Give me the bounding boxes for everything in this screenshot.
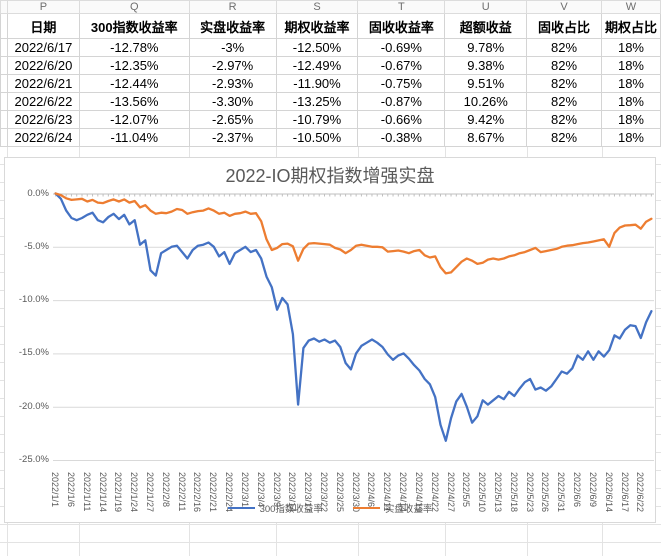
legend-line-marker (227, 506, 255, 510)
table-row: 2022/6/22 -13.56% -3.30% -13.25% -0.87% 10.26… (0, 92, 661, 111)
row-stub-cell (0, 110, 8, 129)
column-letter-R[interactable]: R (188, 0, 277, 14)
chart-plot-area (53, 192, 654, 461)
table-header-cell: 超额收益 (444, 13, 528, 39)
value-cell[interactable]: -11.90% (275, 74, 359, 93)
value-cell[interactable]: 18% (600, 56, 661, 75)
value-cell[interactable]: -10.50% (275, 128, 359, 147)
table-header-cell: 固收收益率 (357, 13, 446, 39)
column-letter-V[interactable]: V (526, 0, 602, 14)
value-cell[interactable]: 82% (526, 128, 602, 147)
value-cell[interactable]: 82% (526, 38, 602, 57)
series-line-实盘收益率[interactable] (54, 192, 653, 275)
value-cell[interactable]: -0.38% (357, 128, 446, 147)
value-cell[interactable]: -0.87% (357, 92, 446, 111)
value-cell[interactable]: 10.26% (444, 92, 528, 111)
value-cell[interactable]: 82% (526, 92, 602, 111)
y-axis-label: -5.0% (24, 240, 49, 252)
value-cell[interactable]: -13.56% (78, 92, 190, 111)
value-cell[interactable]: -12.50% (275, 38, 359, 57)
value-cell[interactable]: -12.07% (78, 110, 190, 129)
value-cell[interactable]: 82% (526, 110, 602, 129)
date-cell[interactable]: 2022/6/20 (6, 56, 80, 75)
date-cell[interactable]: 2022/6/21 (6, 74, 80, 93)
column-letter-Q[interactable]: Q (78, 0, 190, 14)
table-header-cell: 固收占比 (526, 13, 602, 39)
y-axis-label: -15.0% (18, 347, 49, 359)
value-cell[interactable]: -12.35% (78, 56, 190, 75)
row-stub-cell (0, 74, 8, 93)
table-header-cell: 期权收益率 (275, 13, 359, 39)
column-letter-S[interactable]: S (275, 0, 359, 14)
row-stub-cell (0, 38, 8, 57)
column-letter-T[interactable]: T (357, 0, 446, 14)
table-row: 2022/6/24 -11.04% -2.37% -10.50% -0.38% 8.67%… (0, 128, 661, 147)
value-cell[interactable]: -13.25% (275, 92, 359, 111)
value-cell[interactable]: -2.93% (188, 74, 277, 93)
y-axis-label: -10.0% (18, 294, 49, 306)
y-axis-label: 0.0% (27, 187, 49, 199)
column-letter-P[interactable]: P (6, 0, 80, 14)
table-row: 2022/6/17 -12.78% -3% -12.50% -0.69% 9.78% 82%… (0, 38, 661, 57)
legend-line-marker (352, 506, 380, 510)
value-cell[interactable]: -11.04% (78, 128, 190, 147)
value-cell[interactable]: -2.97% (188, 56, 277, 75)
value-cell[interactable]: 9.42% (444, 110, 528, 129)
value-cell[interactable]: 9.38% (444, 56, 528, 75)
value-cell[interactable]: -10.79% (275, 110, 359, 129)
value-cell[interactable]: 18% (600, 128, 661, 147)
y-axis-label: -25.0% (18, 454, 49, 465)
value-cell[interactable]: 18% (600, 92, 661, 111)
row-stub-cell (0, 56, 8, 75)
date-cell[interactable]: 2022/6/24 (6, 128, 80, 147)
table-header-cell: 日期 (6, 13, 80, 39)
table-row: 2022/6/21 -12.44% -2.93% -11.90% -0.75% 9.51%… (0, 74, 661, 93)
row-stub-cell (0, 92, 8, 111)
table-header-cell: 实盘收益率 (188, 13, 277, 39)
value-cell[interactable]: 9.78% (444, 38, 528, 57)
value-cell[interactable]: -12.49% (275, 56, 359, 75)
value-cell[interactable]: 82% (526, 74, 602, 93)
value-cell[interactable]: -3% (188, 38, 277, 57)
value-cell[interactable]: 18% (600, 74, 661, 93)
chart-legend: 300指数收益率 实盘收益率 (5, 501, 655, 515)
value-cell[interactable]: 18% (600, 110, 661, 129)
table-row: 2022/6/20 -12.35% -2.97% -12.49% -0.67% 9.38%… (0, 56, 661, 75)
value-cell[interactable]: -12.44% (78, 74, 190, 93)
value-cell[interactable]: -2.37% (188, 128, 277, 147)
legend-item-实盘收益率[interactable]: 实盘收益率 (352, 501, 433, 515)
table-header-row: 日期 300指数收益率 实盘收益率 期权收益率 固收收益率 超额收益 固收占比 期权占比 (0, 13, 661, 39)
value-cell[interactable]: -2.65% (188, 110, 277, 129)
y-axis-label: -20.0% (18, 400, 49, 412)
column-letter-W[interactable]: W (600, 0, 661, 14)
row-stub-cell (0, 13, 8, 39)
chart-title: 2022-IO期权指数增强实盘 (225, 166, 435, 186)
value-cell[interactable]: -12.78% (78, 38, 190, 57)
legend-label: 300指数收益率 (259, 504, 323, 515)
legend-item-300指数收益率[interactable]: 300指数收益率 (227, 501, 323, 515)
value-cell[interactable]: 82% (526, 56, 602, 75)
column-letter-U[interactable]: U (444, 0, 528, 14)
value-cell[interactable]: -3.30% (188, 92, 277, 111)
value-cell[interactable]: -0.75% (357, 74, 446, 93)
series-line-300指数收益率[interactable] (54, 192, 653, 442)
value-cell[interactable]: -0.67% (357, 56, 446, 75)
value-cell[interactable]: 8.67% (444, 128, 528, 147)
value-cell[interactable]: 9.51% (444, 74, 528, 93)
chart-object[interactable]: 2022-IO期权指数增强实盘 300指数收益率 实盘收益率 0.0% -5.0% -… (4, 157, 656, 523)
date-cell[interactable]: 2022/6/22 (6, 92, 80, 111)
date-cell[interactable]: 2022/6/17 (6, 38, 80, 57)
legend-label: 实盘收益率 (384, 504, 433, 515)
value-cell[interactable]: 18% (600, 38, 661, 57)
table-header-cell: 300指数收益率 (78, 13, 190, 39)
date-cell[interactable]: 2022/6/23 (6, 110, 80, 129)
table-row: 2022/6/23 -12.07% -2.65% -10.79% -0.66% 9.42%… (0, 110, 661, 129)
value-cell[interactable]: -0.66% (357, 110, 446, 129)
value-cell[interactable]: -0.69% (357, 38, 446, 57)
table-header-cell: 期权占比 (600, 13, 661, 39)
row-stub-cell (0, 128, 8, 147)
corner-cell (0, 0, 8, 14)
